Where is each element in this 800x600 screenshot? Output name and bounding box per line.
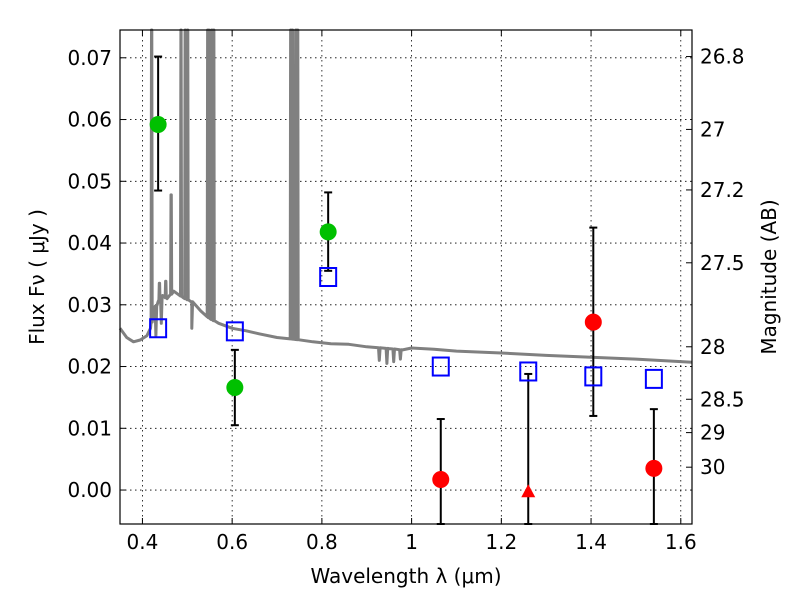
data-point [645,459,663,477]
data-markers [149,115,663,498]
y-tick-label: 0.01 [67,416,112,440]
model-flux-point [644,368,663,389]
magnitude-tick-label: 29 [700,421,725,445]
data-point [226,379,244,397]
y-tick-label: 0.07 [67,46,112,70]
x-tick-label: 0.4 [127,530,159,554]
y-tick-label: 0.03 [67,293,112,317]
y-tick-label: 0.02 [67,355,112,379]
x-tick-label: 1.2 [485,530,517,554]
model-flux-point [319,267,338,287]
model-flux-point [431,356,450,377]
data-point [319,223,337,241]
magnitude-tick-label: 27.2 [700,178,745,202]
model-flux-point [519,361,538,382]
data-point [149,115,167,133]
magnitude-axis-ticks: 26.8 27 27.2 27.5 28 28.5 29 30 [686,45,745,479]
model-spectrum [118,28,693,365]
y-tick-label: 0.00 [67,478,112,502]
model-flux-point [225,321,244,342]
x-tick-label: 0.6 [216,530,248,554]
model-flux-point [584,366,603,387]
x-tick-label: 1 [405,530,418,554]
magnitude-axis-title: Magnitude (AB) [757,199,781,354]
magnitude-tick-label: 30 [700,455,725,479]
x-tick-label: 1.6 [665,530,697,554]
data-point-upper-limit [521,484,536,498]
y-tick-label: 0.06 [67,108,112,132]
plot-frame [119,29,693,525]
data-point [584,313,602,331]
x-tick-label: 1.4 [575,530,607,554]
x-axis-ticks: 0.4 0.6 0.8 1 1.2 1.4 1.6 [127,30,697,554]
error-bars [154,55,658,525]
data-point [432,471,450,489]
magnitude-tick-label: 28.5 [700,387,745,411]
model-flux-point [149,318,168,339]
y-axis-ticks: 0.00 0.01 0.02 0.03 0.04 0.05 0.06 0.07 [67,46,126,502]
magnitude-tick-label: 28 [700,335,725,359]
magnitude-tick-label: 27.5 [700,251,745,275]
y-tick-label: 0.05 [67,169,112,193]
magnitude-tick-label: 27 [700,117,725,141]
y-tick-label: 0.04 [67,231,112,255]
model-spectrum-line [118,28,693,365]
magnitude-tick-label: 26.8 [700,45,745,69]
y-axis-title: Flux Fν ( μJy ) [25,209,49,345]
x-axis-title: Wavelength λ (μm) [310,564,501,588]
x-tick-label: 0.8 [306,530,338,554]
